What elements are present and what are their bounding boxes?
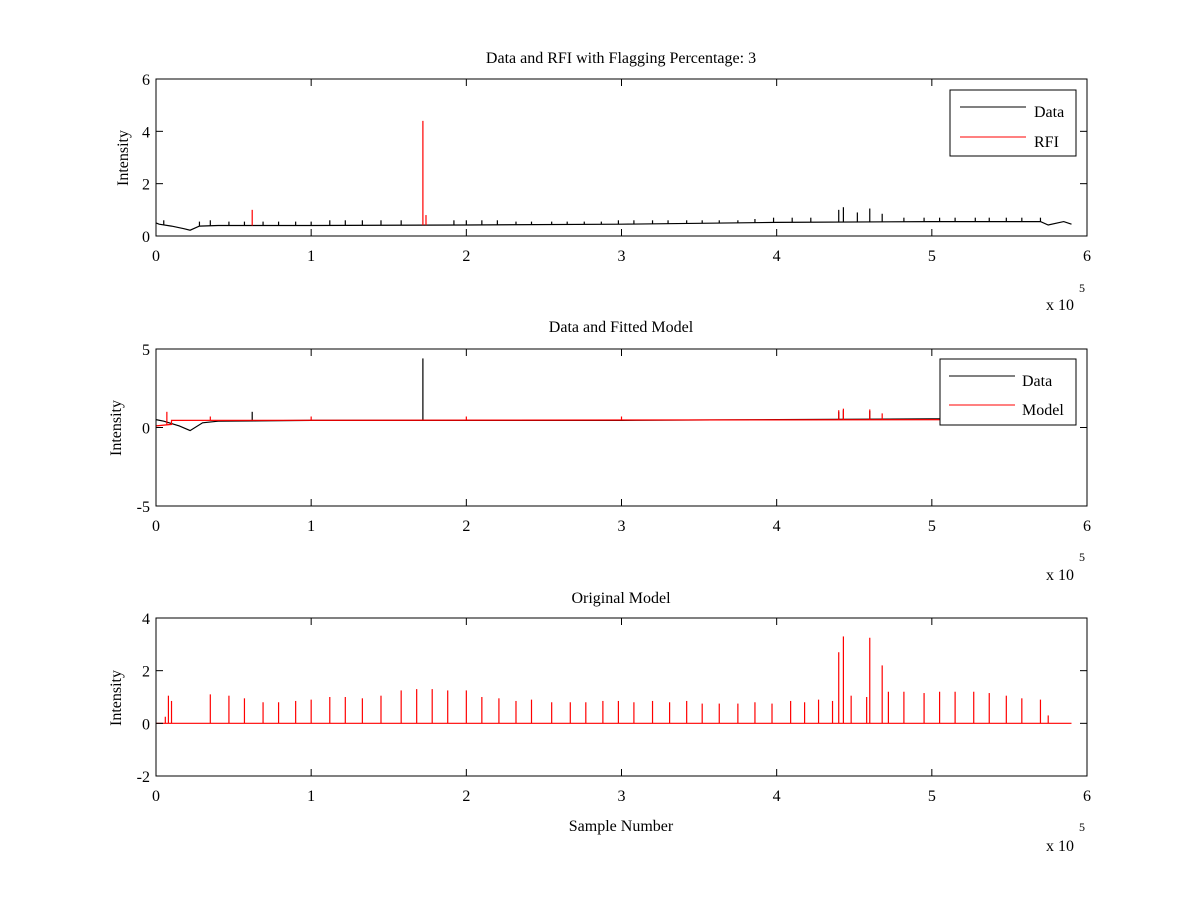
panel-rfi-xtick-label: 0 <box>152 248 160 265</box>
panel-original-ytick-label: 2 <box>142 664 150 681</box>
panel-fitted-legend-box <box>939 358 1077 426</box>
panel-fitted-xtick-label: 5 <box>928 518 936 535</box>
panel-fitted-xtick-label: 3 <box>618 518 626 535</box>
panel-fitted-legend-model-label: Model <box>1022 402 1064 419</box>
panel-rfi-legend-box <box>949 89 1077 157</box>
panel-rfi-title: Data and RFI with Flagging Percentage: 3 <box>486 50 756 67</box>
panel-rfi-xtick-label: 1 <box>307 248 315 265</box>
panel-fitted-ylabel: Intensity <box>108 400 125 456</box>
panel-original-xtick-label: 1 <box>307 788 315 805</box>
panel-original-ylabel: Intensity <box>108 670 125 726</box>
panel-fitted-title: Data and Fitted Model <box>549 319 694 336</box>
panel-fitted-xtick-label: 2 <box>462 518 470 535</box>
panel-rfi-xtick-label: 5 <box>928 248 936 265</box>
panel-original-xlabel: Sample Number <box>569 818 674 835</box>
panel-original-ytick-label: 4 <box>142 611 150 628</box>
panel-rfi-xtick-label: 4 <box>773 248 781 265</box>
panel-original-ytick-label: -2 <box>137 769 150 786</box>
panel-rfi-ytick-label: 4 <box>142 124 150 141</box>
panel-fitted-legend-data-label: Data <box>1022 373 1052 390</box>
panel-original-ytick-label: 0 <box>142 716 150 733</box>
panel-fitted-multiplier-base: x 10 <box>1046 567 1074 584</box>
panel-rfi-ytick-label: 6 <box>142 72 150 89</box>
panel-original-xtick-label: 3 <box>618 788 626 805</box>
panel-rfi-ytick-label: 2 <box>142 177 150 194</box>
panel-fitted-series-model <box>155 408 1072 427</box>
panel-fitted-ytick-label: 0 <box>142 421 150 438</box>
panel-original-xtick-label: 0 <box>152 788 160 805</box>
panel-original-xtick-label: 2 <box>462 788 470 805</box>
panel-rfi-multiplier-base: x 10 <box>1046 297 1074 314</box>
panel-rfi-xtick-label: 3 <box>618 248 626 265</box>
panel-fitted-xtick-label: 6 <box>1083 518 1091 535</box>
panel-rfi-plot: 0 1 2 3 4 5 6 0 2 4 6 <box>142 72 1091 265</box>
panel-fitted-ytick-label: 5 <box>142 342 150 359</box>
panel-fitted-plot: 0 1 2 3 4 5 6-505 <box>137 342 1091 535</box>
panel-original-multiplier-exponent: 5 <box>1079 820 1085 834</box>
panel-original-xtick-label: 5 <box>928 788 936 805</box>
panel-rfi-legend-data-label: Data <box>1034 104 1064 121</box>
panel-original-multiplier-base: x 10 <box>1046 838 1074 855</box>
panel-rfi: Data and RFI with Flagging Percentage: 3… <box>115 50 1091 314</box>
panel-rfi-xtick-label: 6 <box>1083 248 1091 265</box>
panel-rfi-ylabel: Intensity <box>115 130 132 186</box>
panel-fitted-multiplier-exponent: 5 <box>1079 550 1085 564</box>
panel-rfi-data-baseline <box>155 220 1072 231</box>
panel-rfi-multiplier-exponent: 5 <box>1079 281 1085 295</box>
panel-original-title: Original Model <box>571 590 671 607</box>
panel-rfi-series-data <box>155 207 1072 231</box>
panel-original-series-model <box>156 636 1072 724</box>
panel-rfi-series-rfi <box>251 120 427 226</box>
panel-rfi-legend-rfi-label: RFI <box>1034 134 1059 151</box>
panel-fitted-xtick-label: 0 <box>152 518 160 535</box>
panel-rfi-xtick-label: 2 <box>462 248 470 265</box>
panel-rfi-legend: Data RFI <box>949 89 1077 157</box>
panel-fitted-xtick-label: 1 <box>307 518 315 535</box>
panel-original-xtick-label: 6 <box>1083 788 1091 805</box>
panel-rfi-ytick-label: 0 <box>142 229 150 246</box>
panel-fitted-ytick-label: -5 <box>137 499 150 516</box>
panel-fitted-legend: Data Model <box>939 358 1077 426</box>
panel-fitted-xtick-label: 4 <box>773 518 781 535</box>
panel-original-xtick-label: 4 <box>773 788 781 805</box>
panel-fitted: Data and Fitted Model Intensity 0 1 2 3 4 5 6 -… <box>108 319 1091 584</box>
